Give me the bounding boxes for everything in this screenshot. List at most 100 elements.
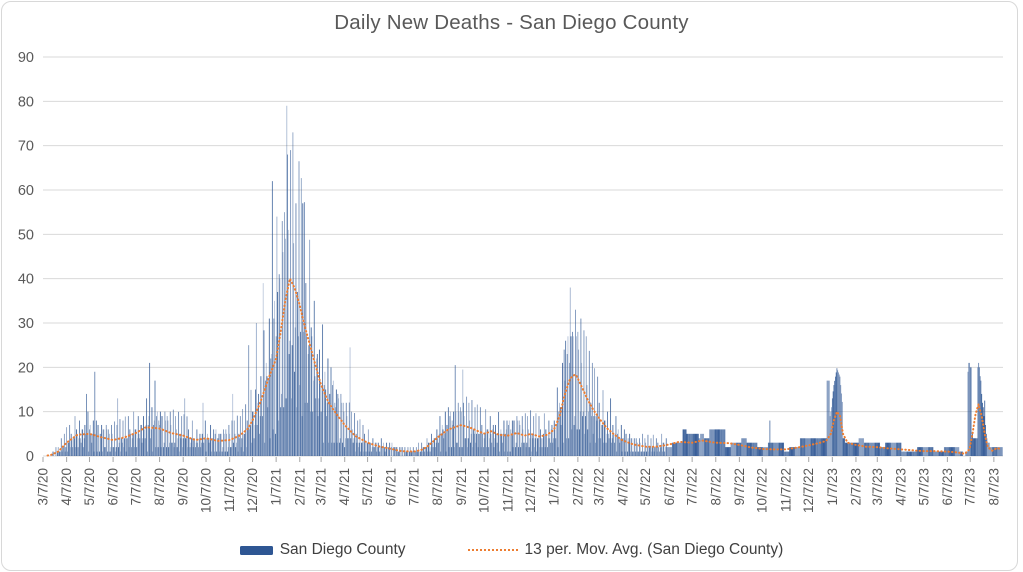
bar (649, 447, 650, 456)
bar (914, 451, 916, 456)
bar (785, 451, 787, 456)
bar (836, 368, 838, 456)
bar (653, 451, 655, 456)
bar (648, 451, 650, 456)
bar (960, 451, 962, 456)
bar (335, 407, 336, 456)
bar (585, 416, 586, 456)
bar (237, 451, 239, 456)
bar (674, 442, 676, 456)
bar (138, 433, 140, 456)
bar (726, 447, 728, 456)
bar (958, 447, 960, 456)
x-tick-label: 12/7/22 (801, 468, 816, 513)
bar (78, 438, 80, 456)
bar (995, 447, 996, 456)
bar (795, 447, 797, 456)
bar (430, 447, 432, 456)
bar (867, 442, 869, 456)
bar (982, 407, 984, 456)
y-tick-label: 40 (18, 272, 34, 288)
bar (551, 424, 553, 456)
bar (321, 385, 323, 456)
bar (188, 429, 189, 456)
bar (759, 447, 761, 456)
bar (248, 345, 250, 456)
bar (721, 429, 723, 456)
bar (190, 442, 192, 456)
bar (695, 433, 697, 456)
bar (694, 433, 695, 456)
bar (946, 447, 948, 456)
bar (108, 429, 109, 456)
bar (618, 438, 620, 456)
bar (650, 438, 652, 456)
bar (636, 442, 638, 456)
bar (422, 447, 424, 456)
bar (879, 447, 881, 456)
bar (146, 451, 148, 456)
bar (524, 442, 525, 456)
bar (187, 447, 189, 456)
bar (435, 442, 437, 456)
bar (634, 438, 636, 456)
bar (72, 447, 74, 456)
bar (511, 420, 513, 456)
bar (396, 447, 397, 456)
bar (741, 438, 743, 456)
x-tick-label: 3/7/21 (314, 468, 329, 506)
x-tick-label: 12/7/20 (245, 468, 260, 513)
bar (817, 438, 819, 456)
bar (118, 447, 119, 456)
bar (975, 438, 977, 456)
bar (144, 438, 146, 456)
bar (886, 442, 888, 456)
bar (503, 420, 505, 456)
bar (82, 447, 84, 456)
bar (853, 442, 855, 456)
bar (604, 420, 606, 456)
bar (236, 442, 237, 456)
bar (541, 447, 543, 456)
bar (570, 336, 572, 456)
bar (262, 416, 263, 456)
bar (784, 451, 786, 456)
bar (571, 429, 573, 456)
bar (253, 438, 255, 456)
bar (668, 447, 669, 456)
bar (437, 438, 439, 456)
bar (268, 318, 270, 456)
bar (276, 216, 278, 456)
bar (249, 424, 251, 456)
bar (646, 451, 647, 456)
bar (756, 442, 758, 456)
bar (151, 407, 153, 456)
bar (985, 424, 986, 456)
bar (878, 442, 880, 456)
x-tick-label: 5/7/21 (360, 468, 375, 506)
bar (388, 447, 390, 456)
bar (339, 438, 341, 456)
bar (466, 447, 468, 456)
legend-item-bars: San Diego County (239, 541, 406, 559)
bar (505, 429, 507, 456)
bar (581, 362, 583, 456)
bar (297, 336, 299, 456)
bar (271, 354, 272, 456)
bar (182, 438, 184, 456)
bar (68, 442, 70, 456)
bar (766, 447, 768, 456)
bar (796, 447, 798, 456)
bar (543, 413, 545, 456)
bar (661, 433, 663, 456)
bar (856, 442, 858, 456)
bar (363, 451, 365, 456)
bar (441, 424, 443, 456)
bar (534, 438, 536, 456)
bar (527, 416, 528, 456)
bar (722, 429, 724, 456)
bar (371, 447, 373, 456)
bar (60, 451, 61, 456)
bar (702, 433, 704, 456)
